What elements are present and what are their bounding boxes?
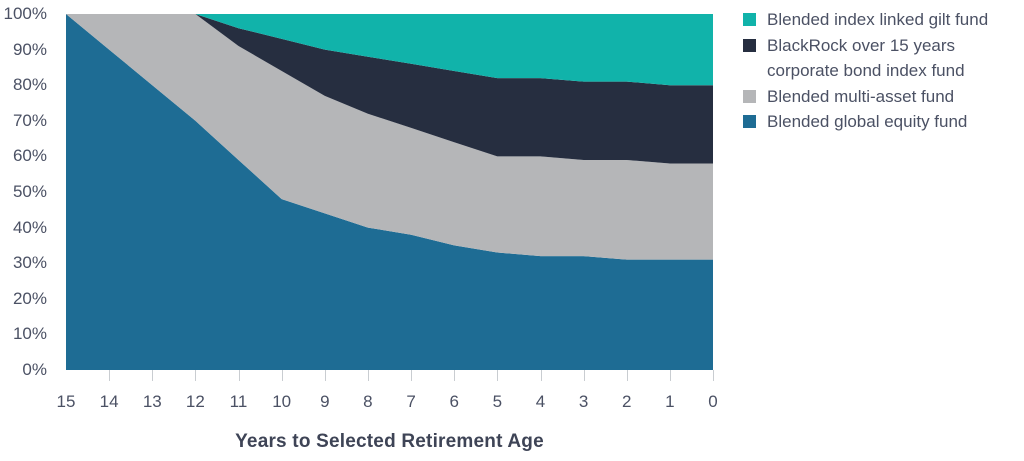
legend-item: BlackRock over 15 years corporate bond i… bbox=[743, 33, 988, 84]
legend-swatch-icon bbox=[743, 115, 756, 128]
x-axis-tick-mark bbox=[626, 370, 628, 381]
stacked-area-plot bbox=[66, 14, 713, 370]
x-axis-tick-label: 0 bbox=[708, 392, 718, 411]
legend-item: Blended multi-asset fund bbox=[743, 84, 988, 110]
legend-item-label: Blended multi-asset fund bbox=[767, 86, 955, 106]
legend-swatch-icon bbox=[743, 38, 756, 52]
x-axis-tick-label: 7 bbox=[406, 392, 416, 411]
x-axis-tick-label: 5 bbox=[492, 392, 503, 411]
x-axis-tick-mark bbox=[669, 370, 671, 381]
x-axis-tick-label: 8 bbox=[363, 392, 373, 411]
legend-swatch-icon bbox=[743, 89, 756, 103]
x-axis-tick-mark bbox=[195, 370, 197, 381]
x-axis-tick-mark bbox=[324, 370, 326, 381]
legend-item: Blended index linked gilt fund bbox=[743, 7, 988, 33]
area-blended-global-equity-fund bbox=[66, 14, 713, 370]
legend-swatch-icon bbox=[743, 13, 756, 26]
x-axis-tick-label: 15 bbox=[56, 392, 76, 411]
x-axis-tick-label: 4 bbox=[535, 392, 546, 411]
x-axis-tick-mark bbox=[367, 370, 369, 381]
stacked-area-chart bbox=[66, 14, 713, 370]
x-axis-tick-mark bbox=[454, 370, 456, 381]
legend-item-label: Blended global equity fund bbox=[767, 112, 968, 131]
x-axis-tick-label: 6 bbox=[449, 392, 459, 411]
x-axis-tick-label: 1 bbox=[665, 392, 675, 411]
x-axis-tick-label: 10 bbox=[272, 392, 292, 411]
area-blended-index-linked-gilt-fund bbox=[66, 14, 713, 86]
chart-legend: Blended index linked gilt fund BlackRock … bbox=[743, 7, 988, 135]
area-blackrock-over-15-years-corporate-bond-index-fund bbox=[66, 14, 713, 164]
x-axis-tick-mark bbox=[583, 370, 585, 381]
area-blended-multi-asset-fund bbox=[66, 14, 713, 260]
x-axis-tick-label: 13 bbox=[142, 392, 162, 411]
x-axis-title: Years to Selected Retirement Age bbox=[235, 431, 544, 452]
x-axis-tick-mark bbox=[411, 370, 413, 381]
x-axis-tick-mark bbox=[109, 370, 111, 381]
x-axis-tick-label: 2 bbox=[621, 392, 632, 411]
x-axis-tick-label: 14 bbox=[99, 392, 119, 411]
x-axis-tick-mark bbox=[238, 370, 240, 381]
x-axis-tick-label: 12 bbox=[185, 392, 205, 411]
legend-item-label: BlackRock over 15 years corporate bond i… bbox=[767, 35, 965, 81]
x-axis-tick-mark bbox=[497, 370, 499, 381]
x-axis-tick-mark bbox=[713, 370, 714, 381]
x-axis-tick-mark bbox=[152, 370, 154, 381]
legend-item-label: Blended index linked gilt fund bbox=[767, 10, 989, 29]
x-axis-tick-label: 9 bbox=[320, 392, 330, 411]
x-axis-tick-label: 3 bbox=[578, 392, 589, 411]
x-axis-tick-label: 11 bbox=[229, 392, 248, 411]
x-axis-tick-mark bbox=[281, 370, 283, 381]
legend-item: Blended global equity fund bbox=[743, 109, 988, 135]
x-axis-tick-mark bbox=[540, 370, 542, 381]
